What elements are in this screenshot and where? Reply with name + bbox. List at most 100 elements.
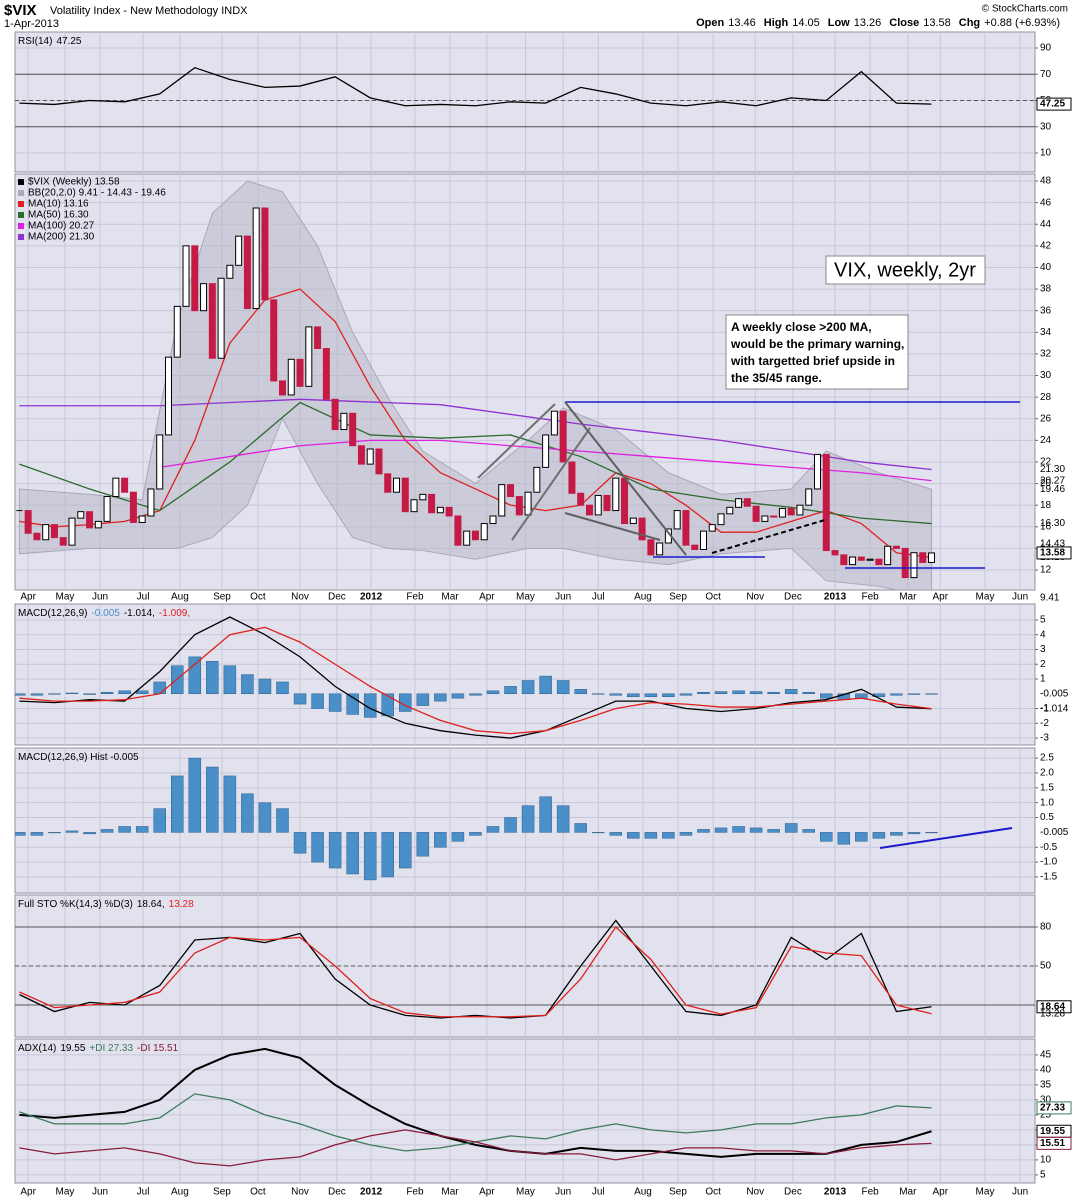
histogram-bar (486, 690, 500, 695)
y-tick-label: 22 (1040, 457, 1052, 468)
trendline (564, 401, 687, 556)
candle (445, 506, 453, 517)
legend-label: RSI(14) (18, 36, 52, 47)
histogram-bar (293, 693, 307, 705)
plot (15, 604, 1035, 745)
candle (761, 515, 769, 522)
histogram-bar (539, 675, 552, 695)
x-tick-label: Dec (328, 1187, 346, 1198)
quote: Open 13.46 High 14.05 Low 13.26 Close 13.58 Chg +… (696, 17, 1060, 29)
note: A weekly close >200 MA, (731, 320, 872, 334)
histogram-bar (662, 693, 675, 697)
x-tick-label: Mar (441, 592, 459, 603)
legend-value: 19.55 (60, 1043, 85, 1054)
candle (217, 277, 225, 359)
histogram-bar (784, 689, 798, 695)
y-tick-label: 12 (1040, 565, 1052, 576)
histogram-bar (644, 832, 658, 839)
credit: © StockCharts.com (982, 4, 1068, 15)
y-tick-label: 36 (1040, 305, 1052, 316)
legend-swatch (18, 179, 24, 185)
y-tick-label: 30 (1040, 370, 1052, 381)
candle (129, 491, 137, 523)
histogram-bar (837, 832, 851, 845)
histogram-bar (627, 693, 640, 697)
candle (699, 530, 707, 550)
histogram-bar (679, 832, 693, 836)
histogram-bar (171, 775, 184, 833)
candle (375, 448, 383, 475)
legend-value: 47.25 (56, 36, 81, 47)
candle (778, 507, 786, 518)
x-tick-label: Apr (20, 592, 36, 603)
histogram-bar (855, 832, 868, 842)
y-tick-label: 70 (1040, 69, 1052, 80)
y-tick-label: 90 (1040, 43, 1052, 54)
histogram-bar (434, 693, 447, 702)
x-tick-label: 2013 (824, 592, 847, 603)
note: would be the primary warning, (730, 337, 904, 351)
candle (419, 493, 427, 501)
legend-value: +DI 27.33 (89, 1043, 133, 1054)
y-tick-label: 30 (1040, 121, 1052, 132)
x-tick-label: May (56, 592, 75, 603)
histogram-bar (241, 674, 254, 695)
legend-label: BB(20,2.0) 9.41 - 14.43 - 19.46 (28, 188, 166, 199)
histogram-bar (416, 832, 430, 857)
last-value-box (1036, 1101, 1072, 1115)
trendlines (477, 401, 1020, 849)
histogram-bar (749, 691, 763, 695)
candle (594, 494, 602, 516)
x-tick-label: Nov (291, 592, 309, 603)
candle (673, 510, 681, 530)
legend: Full STO %K(14,3) %D(3) 18.64, 13.28 (18, 899, 194, 910)
candle (270, 299, 278, 382)
histogram-bar (451, 832, 465, 842)
histogram-bar (697, 829, 710, 833)
y-tick-label: 18 (1040, 500, 1052, 511)
histogram-bar (100, 692, 114, 695)
candle (261, 207, 269, 301)
histogram-bar (100, 829, 114, 833)
histogram-bar (591, 832, 605, 834)
histogram-bar (346, 832, 359, 875)
histogram-bar (206, 661, 219, 695)
candle (533, 466, 541, 493)
candle (287, 358, 295, 396)
candle (33, 532, 41, 541)
candle (603, 494, 611, 512)
candle (849, 556, 857, 566)
plot (15, 32, 1035, 172)
candle (463, 530, 471, 546)
histogram-bar (925, 693, 938, 695)
histogram-bar (521, 680, 535, 695)
legend-value: -1.009, (159, 608, 190, 619)
candle (103, 496, 111, 522)
candle (182, 245, 190, 307)
legend-value: -1.014, (124, 608, 155, 619)
histogram-bar (65, 692, 79, 695)
candle (235, 235, 243, 266)
quote-value: 13.26 (854, 17, 882, 29)
histogram-bar (556, 805, 570, 833)
legend-value: 18.64, (137, 899, 165, 910)
candle (24, 510, 32, 534)
histogram-bar (363, 832, 377, 881)
histogram-bar (504, 686, 517, 695)
histogram-bar (15, 832, 26, 836)
candle (901, 547, 909, 579)
last-value: 21.30 (1040, 464, 1065, 475)
note: with targetted brief upside in (730, 354, 895, 368)
candle (331, 398, 339, 431)
histogram-bar (521, 805, 535, 833)
x-tick-label: Nov (746, 592, 764, 603)
plot (15, 895, 1035, 1037)
candle (156, 434, 164, 490)
histogram-bar (714, 691, 728, 695)
last-value: -0.005 (1040, 688, 1069, 699)
candle (191, 245, 199, 312)
histogram-bar (469, 693, 482, 696)
candle (656, 542, 664, 556)
histogram-bar (83, 693, 96, 695)
plot (15, 748, 1035, 893)
